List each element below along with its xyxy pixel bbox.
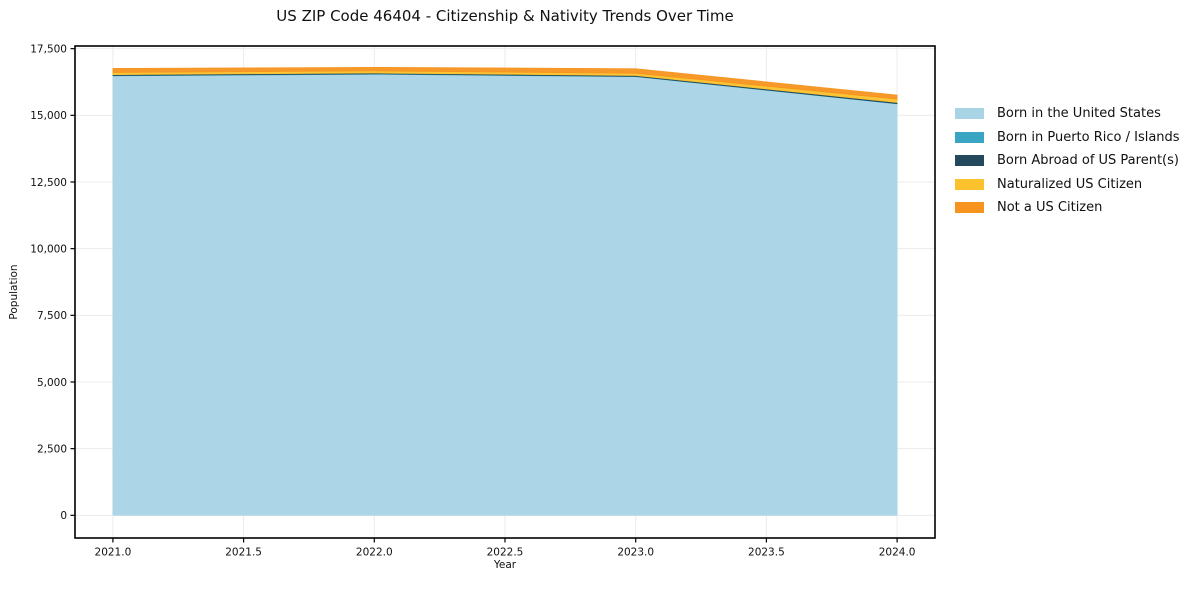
- y-tick-label: 17,500: [30, 43, 67, 55]
- legend-swatch: [955, 202, 984, 214]
- x-tick-label: 2023.0: [617, 547, 654, 559]
- legend-label: Born Abroad of US Parent(s): [997, 153, 1179, 169]
- legend-label: Born in the United States: [997, 106, 1161, 122]
- legend-item-not-a-us-citizen: Not a US Citizen: [955, 196, 1180, 220]
- area-born-in-the-united-states: [112, 73, 898, 516]
- x-tick-label: 2022.0: [356, 547, 393, 559]
- y-tick-label: 15,000: [30, 110, 67, 122]
- chart-title: US ZIP Code 46404 - Citizenship & Nativi…: [276, 7, 734, 25]
- legend-label: Born in Puerto Rico / Islands: [997, 129, 1180, 145]
- legend-item-born-in-the-united-states: Born in the United States: [955, 102, 1180, 126]
- legend-swatch: [955, 155, 984, 167]
- legend-swatch: [955, 178, 984, 190]
- y-tick-label: 0: [60, 510, 67, 522]
- y-tick-label: 7,500: [37, 310, 67, 322]
- legend-swatch: [955, 131, 984, 143]
- y-tick-label: 12,500: [30, 177, 67, 189]
- legend-item-born-in-puerto-rico-islands: Born in Puerto Rico / Islands: [955, 126, 1180, 150]
- legend-label: Not a US Citizen: [997, 200, 1103, 216]
- x-tick-label: 2021.0: [95, 547, 132, 559]
- y-tick-label: 5,000: [37, 377, 67, 389]
- x-tick-label: 2023.5: [748, 547, 785, 559]
- legend: Born in the United States Born in Puerto …: [955, 102, 1180, 220]
- x-tick-label: 2022.5: [487, 547, 524, 559]
- y-tick-label: 2,500: [37, 443, 67, 455]
- legend-swatch: [955, 108, 984, 120]
- legend-label: Naturalized US Citizen: [997, 176, 1143, 192]
- legend-item-born-abroad-of-us-parent-s: Born Abroad of US Parent(s): [955, 149, 1180, 173]
- area-not-a-us-citizen: [112, 66, 898, 100]
- y-tick-label: 10,000: [30, 243, 67, 255]
- x-tick-label: 2024.0: [879, 547, 916, 559]
- y-axis-label: Population: [8, 264, 20, 320]
- legend-item-naturalized-us-citizen: Naturalized US Citizen: [955, 173, 1180, 197]
- x-axis-label: Year: [493, 559, 517, 571]
- x-tick-label: 2021.5: [225, 547, 262, 559]
